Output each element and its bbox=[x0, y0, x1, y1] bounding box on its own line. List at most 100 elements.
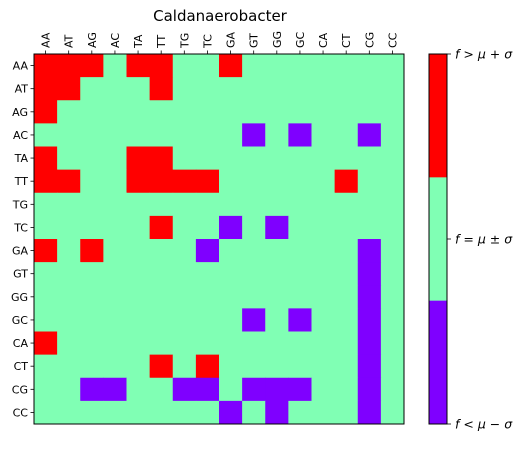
heatmap-cell bbox=[357, 169, 382, 194]
heatmap-cell bbox=[80, 54, 104, 78]
heatmap-cell bbox=[103, 100, 127, 124]
heatmap-cell bbox=[195, 215, 220, 240]
heatmap-cell bbox=[126, 146, 151, 171]
heatmap-cell bbox=[126, 308, 151, 332]
heatmap-cell bbox=[288, 400, 312, 425]
heatmap-cell bbox=[357, 100, 382, 124]
heatmap-cell bbox=[242, 192, 266, 217]
heatmap-cell bbox=[149, 239, 174, 263]
x-tick-label: TG bbox=[178, 33, 191, 49]
heatmap-cell bbox=[242, 262, 266, 286]
heatmap-cell bbox=[34, 331, 58, 356]
heatmap-cell bbox=[242, 54, 266, 78]
y-tick-label: TC bbox=[13, 221, 28, 234]
heatmap-cell bbox=[172, 308, 197, 332]
colorbar-segment bbox=[429, 300, 447, 425]
heatmap-cell bbox=[334, 285, 359, 309]
heatmap-cell bbox=[149, 285, 174, 309]
heatmap-cell bbox=[334, 400, 359, 425]
heatmap-cell bbox=[57, 146, 81, 171]
heatmap-cell bbox=[311, 169, 336, 194]
heatmap-cell bbox=[219, 192, 243, 217]
heatmap-cell bbox=[334, 308, 359, 332]
heatmap-cell bbox=[34, 400, 58, 425]
heatmap-cell bbox=[34, 169, 58, 194]
heatmap-cell bbox=[195, 262, 220, 286]
colorbar-tick-label: f > μ + σ bbox=[455, 47, 513, 62]
heatmap-cell bbox=[195, 77, 220, 101]
x-tick-label: TT bbox=[155, 34, 168, 49]
heatmap-cell bbox=[380, 400, 405, 425]
heatmap-cell bbox=[34, 215, 58, 240]
heatmap-cell bbox=[172, 146, 197, 171]
heatmap-cell bbox=[80, 331, 104, 356]
heatmap-cell bbox=[311, 54, 336, 78]
heatmap-cell bbox=[80, 308, 104, 332]
heatmap-cell bbox=[34, 146, 58, 171]
heatmap-cell bbox=[103, 262, 127, 286]
heatmap-cell bbox=[34, 308, 58, 332]
heatmap-cell bbox=[265, 262, 289, 286]
heatmap-cell bbox=[103, 285, 127, 309]
heatmap-cell bbox=[265, 146, 289, 171]
heatmap-cell bbox=[265, 400, 289, 425]
heatmap-cell bbox=[149, 377, 174, 402]
heatmap-cell bbox=[34, 192, 58, 217]
heatmap-cell bbox=[34, 239, 58, 263]
heatmap-cell bbox=[149, 308, 174, 332]
heatmap-cell bbox=[242, 77, 266, 101]
heatmap-cell bbox=[34, 262, 58, 286]
heatmap-cell bbox=[34, 377, 58, 402]
heatmap-cell bbox=[103, 192, 127, 217]
heatmap-cell bbox=[34, 100, 58, 124]
heatmap-cell bbox=[80, 377, 104, 402]
heatmap-cell bbox=[172, 77, 197, 101]
heatmap-cell bbox=[126, 331, 151, 356]
heatmap-cell bbox=[380, 123, 405, 147]
heatmap-cell bbox=[242, 215, 266, 240]
heatmap-cell bbox=[34, 54, 58, 78]
heatmap-cell bbox=[195, 377, 220, 402]
heatmap-cell bbox=[219, 400, 243, 425]
x-tick-label: GC bbox=[294, 31, 307, 48]
heatmap-cell bbox=[219, 285, 243, 309]
heatmap-cell bbox=[265, 123, 289, 147]
heatmap-cell bbox=[219, 146, 243, 171]
y-tick-label: AC bbox=[13, 129, 28, 142]
heatmap-cell bbox=[80, 239, 104, 263]
heatmap-cell bbox=[126, 77, 151, 101]
heatmap-cell bbox=[380, 146, 405, 171]
heatmap-cell bbox=[149, 215, 174, 240]
heatmap-cell bbox=[357, 400, 382, 425]
heatmap-cell bbox=[265, 192, 289, 217]
heatmap-cell bbox=[103, 331, 127, 356]
heatmap-cell bbox=[103, 77, 127, 101]
heatmap-cell bbox=[103, 123, 127, 147]
heatmap-cell bbox=[80, 123, 104, 147]
heatmap-cell bbox=[172, 262, 197, 286]
heatmap-cell bbox=[288, 285, 312, 309]
heatmap-cell bbox=[57, 331, 81, 356]
heatmap-cell bbox=[149, 331, 174, 356]
heatmap-cell bbox=[219, 354, 243, 379]
x-tick-label: GG bbox=[271, 31, 284, 48]
heatmap-cell bbox=[311, 215, 336, 240]
heatmap-cell bbox=[80, 400, 104, 425]
heatmap-cell bbox=[288, 123, 312, 147]
heatmap-cell bbox=[288, 215, 312, 240]
heatmap-cell bbox=[172, 400, 197, 425]
heatmap-cell bbox=[380, 192, 405, 217]
heatmap-cell bbox=[103, 239, 127, 263]
heatmap-cell bbox=[380, 285, 405, 309]
heatmap-cell bbox=[195, 331, 220, 356]
heatmap-cell bbox=[357, 192, 382, 217]
heatmap-cell bbox=[195, 400, 220, 425]
heatmap-cell bbox=[126, 400, 151, 425]
heatmap-cell bbox=[288, 192, 312, 217]
heatmap-cell bbox=[126, 100, 151, 124]
heatmap-cell bbox=[242, 308, 266, 332]
heatmap-cell bbox=[103, 169, 127, 194]
heatmap-cell bbox=[103, 354, 127, 379]
heatmap-cell bbox=[80, 262, 104, 286]
heatmap-cell bbox=[334, 354, 359, 379]
